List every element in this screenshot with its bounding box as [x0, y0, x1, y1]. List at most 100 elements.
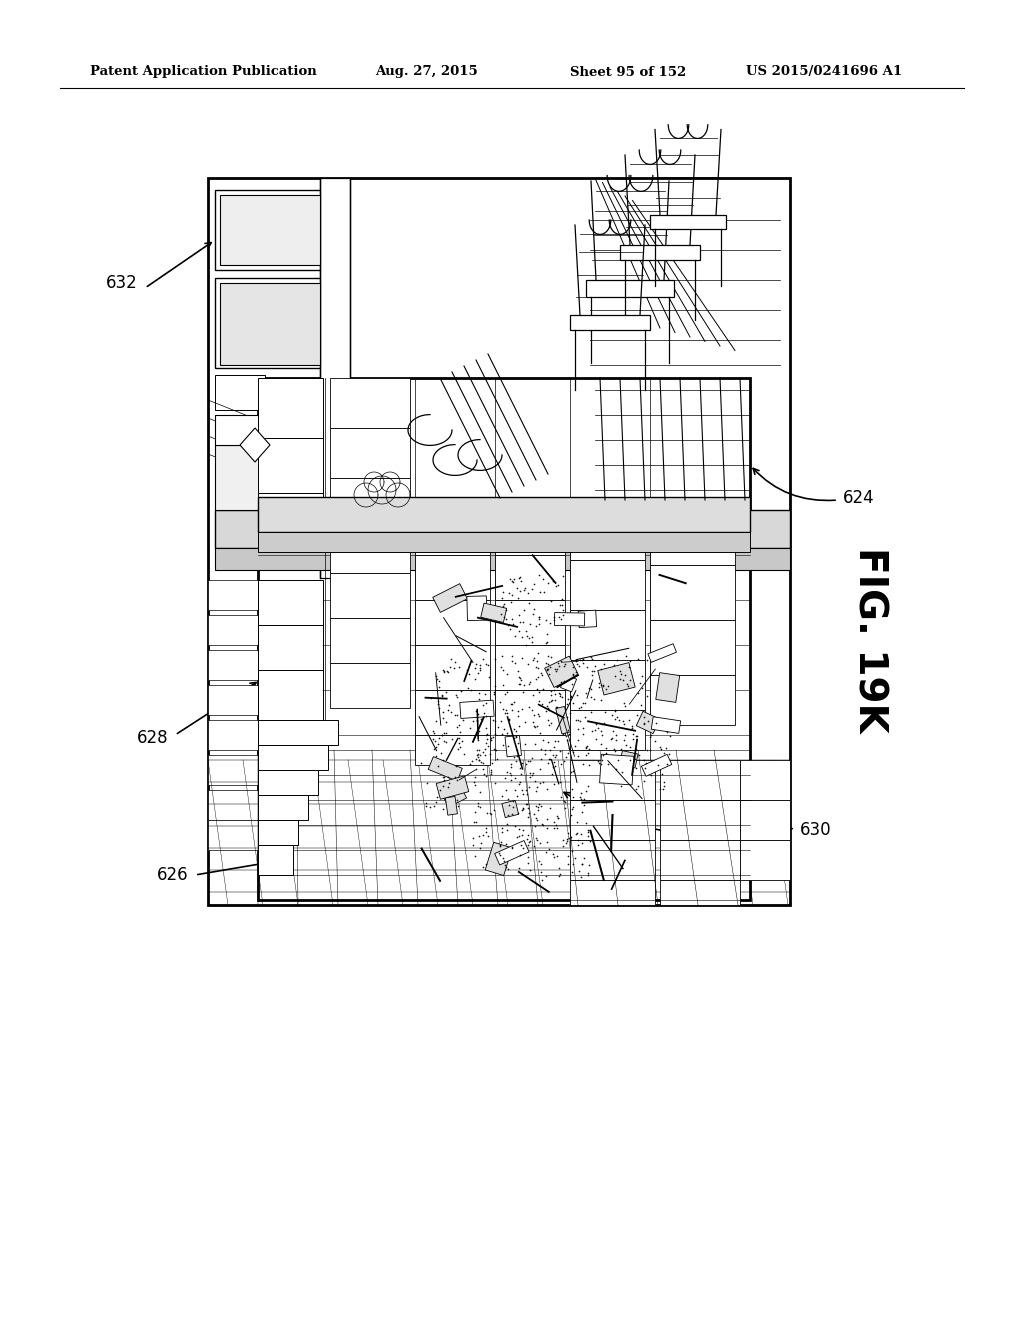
Point — [551, 771, 567, 792]
Point — [498, 833, 514, 854]
Point — [498, 700, 514, 721]
Point — [617, 725, 634, 746]
Point — [504, 837, 520, 858]
Point — [530, 606, 547, 627]
Point — [650, 755, 667, 776]
Bar — [330, 428, 410, 478]
Point — [467, 766, 483, 787]
Point — [525, 647, 542, 668]
Point — [413, 752, 429, 774]
Point — [581, 855, 597, 876]
Point — [499, 855, 515, 876]
Point — [526, 816, 543, 837]
Point — [613, 739, 630, 760]
Point — [482, 727, 499, 748]
Bar — [495, 645, 565, 690]
Point — [559, 693, 575, 714]
Point — [510, 803, 526, 824]
Point — [564, 760, 581, 781]
Point — [518, 635, 535, 656]
Point — [462, 717, 478, 738]
Bar — [495, 690, 565, 735]
Point — [500, 804, 516, 825]
Point — [472, 744, 488, 766]
Point — [521, 803, 538, 824]
Point — [622, 750, 638, 771]
Point — [581, 755, 597, 776]
Point — [424, 729, 440, 750]
Point — [512, 566, 528, 587]
Point — [508, 721, 524, 742]
Point — [575, 795, 592, 816]
Point — [499, 813, 515, 834]
Point — [498, 609, 514, 630]
Point — [504, 837, 520, 858]
Point — [517, 620, 534, 642]
Bar — [415, 510, 490, 554]
Point — [546, 846, 562, 867]
Point — [553, 671, 569, 692]
Bar — [655, 673, 680, 702]
Point — [512, 581, 528, 602]
Point — [486, 678, 503, 700]
Point — [515, 799, 531, 820]
Bar — [554, 612, 585, 626]
Point — [547, 731, 563, 752]
Point — [603, 705, 620, 726]
Bar — [445, 796, 458, 816]
Bar — [415, 601, 490, 645]
Point — [472, 657, 488, 678]
Point — [511, 774, 527, 795]
Point — [476, 764, 493, 785]
Point — [550, 682, 566, 704]
Point — [607, 665, 624, 686]
Point — [438, 681, 455, 702]
Point — [451, 727, 467, 748]
Point — [565, 742, 582, 763]
Point — [513, 834, 529, 855]
Point — [523, 632, 540, 653]
Point — [532, 854, 549, 875]
Point — [504, 570, 520, 591]
Point — [511, 620, 527, 642]
Point — [658, 721, 675, 742]
Point — [419, 772, 435, 793]
Point — [477, 738, 494, 759]
Bar — [495, 601, 565, 645]
Point — [428, 737, 444, 758]
Point — [567, 847, 584, 869]
Point — [540, 653, 556, 675]
Point — [435, 659, 452, 680]
Point — [495, 817, 511, 838]
Point — [524, 764, 541, 785]
Bar — [258, 378, 750, 900]
Point — [484, 752, 501, 774]
Point — [655, 771, 672, 792]
Point — [624, 715, 640, 737]
Bar — [651, 717, 681, 734]
Point — [472, 833, 488, 854]
Bar — [570, 610, 645, 660]
Text: 626: 626 — [157, 866, 188, 884]
Point — [477, 766, 494, 787]
Point — [628, 739, 644, 760]
Bar — [258, 845, 293, 875]
Point — [542, 748, 558, 770]
Point — [513, 763, 529, 784]
Point — [563, 826, 580, 847]
Bar — [415, 690, 490, 735]
Bar — [258, 671, 323, 719]
Point — [501, 709, 517, 730]
Point — [606, 708, 623, 729]
Point — [519, 829, 536, 850]
Point — [539, 659, 555, 680]
Point — [470, 750, 486, 771]
Point — [522, 766, 539, 787]
Point — [480, 653, 497, 675]
Point — [570, 655, 587, 676]
Point — [552, 685, 568, 706]
Point — [608, 758, 625, 779]
Point — [520, 627, 537, 648]
Point — [495, 847, 511, 869]
Point — [509, 739, 525, 760]
